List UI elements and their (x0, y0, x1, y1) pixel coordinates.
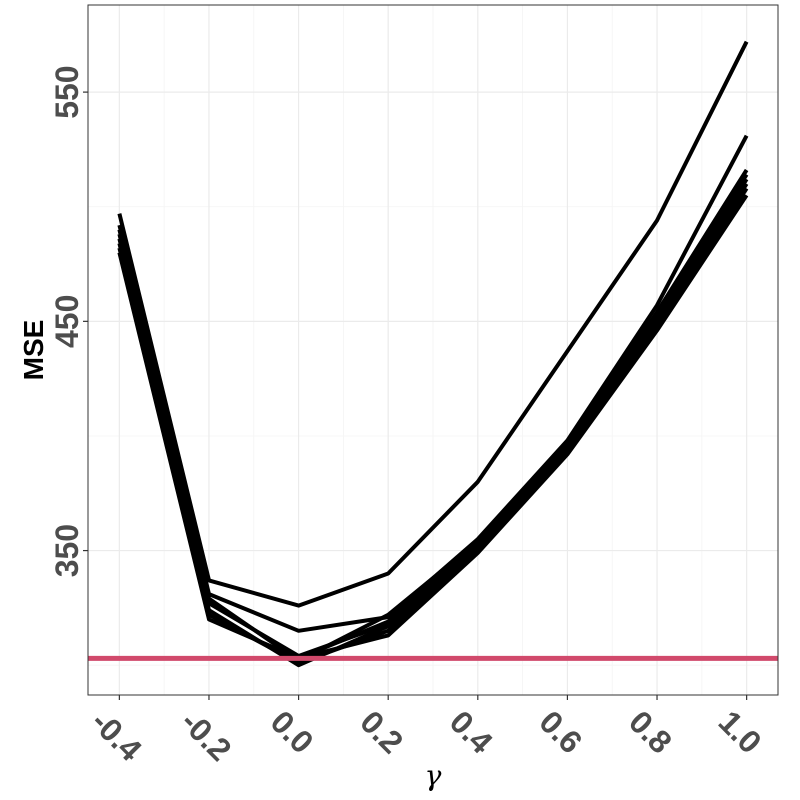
y-tick-label: 350 (49, 524, 85, 577)
series-line-8 (117, 194, 749, 661)
x-tick-label: 0.0 (264, 703, 321, 760)
x-tick-label: 0.2 (353, 703, 410, 760)
x-tick-label: 0.6 (532, 703, 589, 760)
x-axis-ticks: -0.4 -0.2 0.0 0.2 0.4 0.6 0.8 1.0 (84, 695, 769, 768)
x-tick-label: -0.2 (174, 703, 238, 767)
x-tick-label: 0.4 (443, 703, 500, 760)
x-tick-label: 1.0 (712, 703, 769, 760)
x-tick-label: -0.4 (84, 703, 149, 768)
y-axis-title: MSE (18, 320, 49, 381)
series-line-6 (117, 182, 749, 668)
series-lines (117, 40, 749, 668)
series-line-1 (117, 40, 749, 608)
x-tick-label: 0.8 (622, 703, 679, 760)
y-tick-label: 450 (49, 295, 85, 348)
y-axis-ticks: 350 450 550 (49, 65, 88, 577)
panel-border (87, 4, 779, 696)
y-tick-label: 550 (49, 65, 85, 118)
x-axis-title: γ (425, 759, 442, 792)
